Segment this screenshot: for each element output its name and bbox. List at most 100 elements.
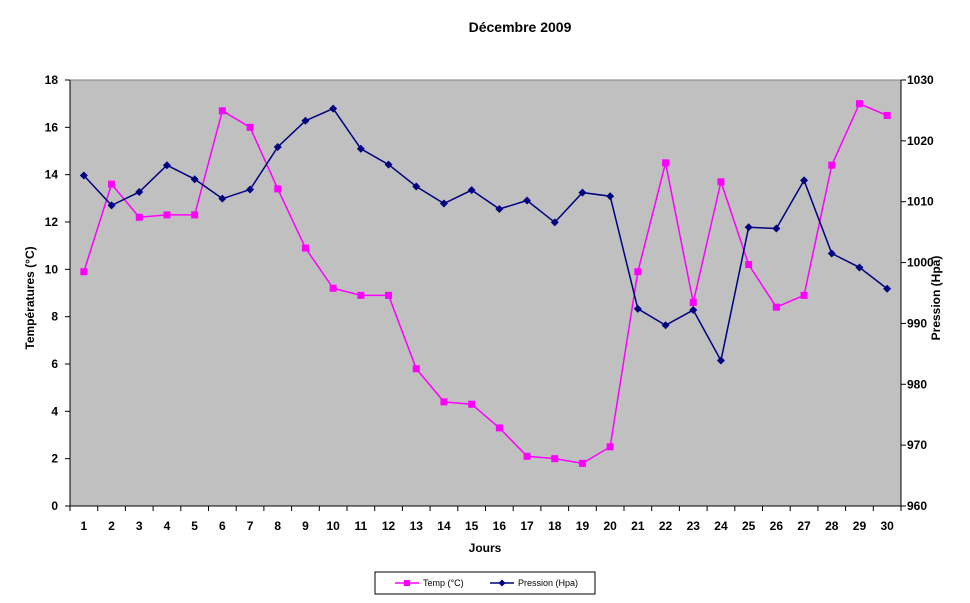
temp-point	[662, 159, 670, 167]
pressure-point	[273, 142, 282, 151]
temp-point	[606, 443, 614, 451]
temp-point	[191, 211, 199, 219]
pressure-point	[467, 186, 476, 195]
x-tick-label: 4	[164, 519, 171, 533]
x-tick-label: 15	[465, 519, 479, 533]
x-tick-label: 25	[742, 519, 756, 533]
temp-point	[523, 452, 531, 460]
legend-marker-pressure	[498, 579, 506, 587]
pressure-point	[550, 218, 559, 227]
y-tick-label-left: 16	[45, 120, 59, 134]
legend-label-1: Temp (°C)	[423, 578, 464, 588]
x-tick-label: 10	[326, 519, 340, 533]
temp-point	[135, 213, 143, 221]
x-tick-label: 19	[576, 519, 590, 533]
temp-point	[218, 107, 226, 115]
x-tick-label: 21	[631, 519, 645, 533]
x-tick-label: 26	[770, 519, 784, 533]
plot-area	[69, 79, 902, 507]
pressure-point	[107, 201, 116, 210]
temp-point	[828, 161, 836, 169]
pressure-point	[439, 199, 448, 208]
x-tick-label: 9	[302, 519, 309, 533]
temp-point	[634, 268, 642, 276]
y-tick-label-left: 4	[51, 404, 58, 418]
x-tick-label: 28	[825, 519, 839, 533]
temp-point	[301, 244, 309, 252]
temp-point	[578, 459, 586, 467]
series-line-2	[83, 107, 888, 363]
pressure-point	[356, 144, 365, 153]
legend-marker-temp	[404, 580, 410, 586]
x-axis-label: Jours	[469, 541, 502, 555]
temp-point	[412, 365, 420, 373]
pressure-point	[661, 321, 670, 330]
temp-point	[274, 185, 282, 193]
y-tick-label-right: 970	[907, 438, 927, 452]
y-tick-label-right: 1030	[907, 73, 934, 87]
x-tick-label: 29	[853, 519, 867, 533]
x-tick-label: 27	[797, 519, 811, 533]
temp-point	[689, 298, 697, 306]
x-tick-label: 16	[493, 519, 507, 533]
y-axis-label-left: Températures (°C)	[23, 246, 37, 349]
y-tick-label-left: 14	[45, 168, 59, 182]
pressure-point	[772, 224, 781, 233]
temp-point	[163, 211, 171, 219]
pressure-point	[495, 205, 504, 214]
y-tick-label-left: 6	[51, 357, 58, 371]
temp-point	[80, 268, 88, 276]
x-tick-label: 18	[548, 519, 562, 533]
x-tick-label: 20	[603, 519, 617, 533]
y-tick-label-left: 18	[45, 73, 59, 87]
pressure-point	[301, 116, 310, 125]
pressure-point	[800, 176, 809, 185]
y-tick-label-left: 0	[51, 499, 58, 513]
pressure-point	[633, 304, 642, 313]
legend: Temp (°C) Pression (Hpa)	[374, 571, 596, 595]
pressure-point	[827, 249, 836, 258]
x-tick-label: 22	[659, 519, 673, 533]
x-tick-label: 24	[714, 519, 728, 533]
temp-point	[246, 123, 254, 131]
temp-point	[385, 291, 393, 299]
x-tick-label: 8	[274, 519, 281, 533]
pressure-point	[135, 187, 144, 196]
series-line-1	[83, 102, 888, 465]
temp-point	[717, 178, 725, 186]
y-tick-label-right: 1000	[907, 256, 934, 270]
y-tick-label-right: 990	[907, 316, 927, 330]
temp-point	[772, 303, 780, 311]
y-tick-label-left: 8	[51, 310, 58, 324]
x-tick-label: 1	[81, 519, 88, 533]
y-tick-label-right: 1020	[907, 134, 934, 148]
pressure-point	[606, 192, 615, 201]
pressure-point	[162, 161, 171, 170]
x-tick-label: 23	[687, 519, 701, 533]
y-tick-label-left: 2	[51, 452, 58, 466]
chart-title: Décembre 2009	[469, 19, 572, 35]
y-tick-label-right: 1010	[907, 195, 934, 209]
x-tick-label: 11	[355, 519, 368, 533]
axes: 0246810121416189609709809901000101010201…	[45, 73, 934, 533]
pressure-point	[246, 185, 255, 194]
temp-point	[800, 291, 808, 299]
x-tick-label: 6	[219, 519, 226, 533]
x-tick-label: 30	[880, 519, 894, 533]
pressure-point	[578, 188, 587, 197]
temp-point	[108, 180, 116, 188]
x-tick-label: 5	[191, 519, 198, 533]
x-tick-label: 3	[136, 519, 143, 533]
x-tick-label: 14	[437, 519, 451, 533]
pressure-point	[716, 356, 725, 365]
temp-point	[551, 455, 559, 463]
series	[79, 100, 892, 467]
pressure-point	[689, 306, 698, 315]
legend-box	[374, 571, 596, 595]
temp-point	[495, 424, 503, 432]
y-tick-label-left: 12	[45, 215, 59, 229]
pressure-point	[744, 223, 753, 232]
x-tick-label: 12	[382, 519, 396, 533]
pressure-point	[79, 171, 88, 180]
